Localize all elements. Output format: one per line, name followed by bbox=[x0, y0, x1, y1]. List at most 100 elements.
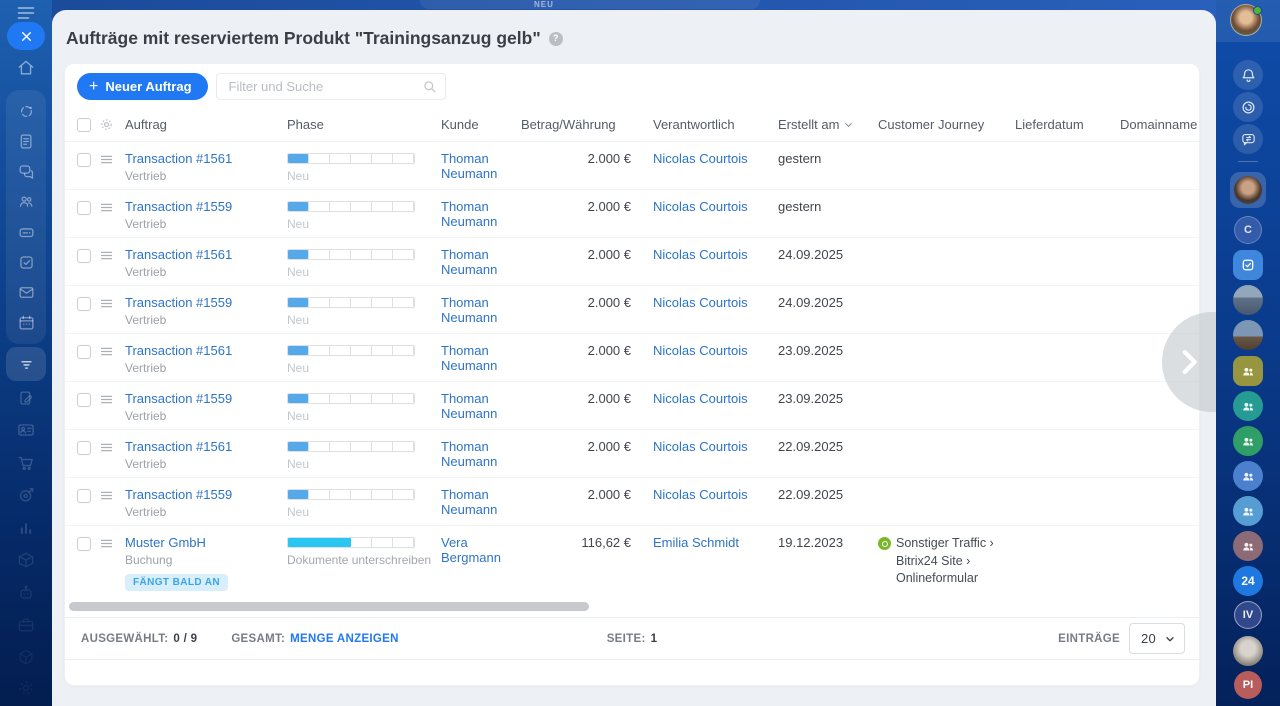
customer-link[interactable]: Thoman Neumann bbox=[441, 391, 498, 421]
chat-c-badge[interactable]: C bbox=[1234, 216, 1262, 244]
inventory-box-icon[interactable] bbox=[16, 550, 36, 570]
row-menu-icon[interactable] bbox=[99, 142, 125, 189]
profile-avatar[interactable] bbox=[1230, 4, 1262, 36]
customer-link[interactable]: Thoman Neumann bbox=[441, 247, 498, 277]
news-feed-icon[interactable] bbox=[17, 132, 36, 151]
row-checkbox[interactable] bbox=[77, 441, 91, 455]
analytics-chart-icon[interactable] bbox=[16, 518, 36, 538]
responsible-link[interactable]: Nicolas Courtois bbox=[653, 151, 748, 166]
settings-gear-icon[interactable] bbox=[16, 678, 36, 698]
customer-link[interactable]: Thoman Neumann bbox=[441, 487, 498, 517]
row-menu-icon[interactable] bbox=[99, 334, 125, 381]
responsible-link[interactable]: Nicolas Courtois bbox=[653, 439, 748, 454]
row-checkbox[interactable] bbox=[77, 393, 91, 407]
order-link[interactable]: Transaction #1561 bbox=[125, 343, 233, 358]
order-link[interactable]: Transaction #1559 bbox=[125, 199, 233, 214]
row-menu-icon[interactable] bbox=[99, 526, 125, 597]
shopping-cart-icon[interactable] bbox=[16, 453, 36, 473]
tasks-chat-icon[interactable] bbox=[1233, 250, 1263, 280]
phase-bar[interactable] bbox=[287, 201, 415, 212]
phase-bar[interactable] bbox=[287, 489, 415, 500]
tasks-icon[interactable] bbox=[17, 253, 36, 272]
order-link[interactable]: Transaction #1561 bbox=[125, 247, 233, 262]
customer-link[interactable]: Thoman Neumann bbox=[441, 151, 498, 181]
row-checkbox[interactable] bbox=[77, 297, 91, 311]
group-chat-mauve-icon[interactable] bbox=[1233, 531, 1263, 561]
col-kunde[interactable]: Kunde bbox=[441, 117, 479, 132]
responsible-link[interactable]: Nicolas Courtois bbox=[653, 343, 748, 358]
customer-link[interactable]: Thoman Neumann bbox=[441, 439, 498, 469]
contact-center-icon[interactable] bbox=[16, 420, 36, 440]
phase-bar[interactable] bbox=[287, 153, 415, 164]
responsible-link[interactable]: Nicolas Courtois bbox=[653, 247, 748, 262]
responsible-link[interactable]: Nicolas Courtois bbox=[653, 199, 748, 214]
close-button[interactable] bbox=[7, 22, 45, 50]
order-link[interactable]: Transaction #1559 bbox=[125, 295, 233, 310]
responsible-link[interactable]: Emilia Schmidt bbox=[653, 535, 739, 550]
group-chat-green-icon[interactable] bbox=[1233, 426, 1263, 456]
active-chat-avatar[interactable] bbox=[1230, 172, 1266, 208]
scrollbar-thumb[interactable] bbox=[69, 602, 589, 611]
automation-icon[interactable] bbox=[17, 102, 36, 121]
phase-bar[interactable] bbox=[287, 297, 415, 308]
customer-link[interactable]: Thoman Neumann bbox=[441, 199, 498, 229]
customer-link[interactable]: Thoman Neumann bbox=[441, 295, 498, 325]
menu-icon[interactable] bbox=[12, 4, 40, 22]
phase-bar[interactable] bbox=[287, 345, 415, 356]
home-icon[interactable] bbox=[16, 58, 36, 78]
copilot-icon[interactable] bbox=[1233, 92, 1263, 122]
briefcase-icon[interactable] bbox=[16, 615, 36, 635]
order-link[interactable]: Transaction #1561 bbox=[125, 439, 233, 454]
col-phase[interactable]: Phase bbox=[287, 117, 324, 132]
group-chat-teal-icon[interactable] bbox=[1233, 391, 1263, 421]
show-total-link[interactable]: MENGE ANZEIGEN bbox=[290, 632, 399, 645]
marketing-target-icon[interactable] bbox=[16, 485, 36, 505]
order-link[interactable]: Muster GmbH bbox=[125, 535, 206, 550]
customer-link[interactable]: Thoman Neumann bbox=[441, 343, 498, 373]
sidebar-item-crm-active[interactable] bbox=[6, 347, 46, 381]
cat-avatar[interactable] bbox=[1233, 636, 1263, 666]
col-verantwortlich[interactable]: Verantwortlich bbox=[653, 117, 735, 132]
order-link[interactable]: Transaction #1561 bbox=[125, 151, 233, 166]
responsible-link[interactable]: Nicolas Courtois bbox=[653, 295, 748, 310]
row-checkbox[interactable] bbox=[77, 201, 91, 215]
select-all-checkbox[interactable] bbox=[77, 117, 91, 132]
responsible-link[interactable]: Nicolas Courtois bbox=[653, 391, 748, 406]
phase-bar[interactable] bbox=[287, 537, 415, 548]
mail-icon[interactable] bbox=[17, 283, 36, 302]
calendar-icon[interactable] bbox=[17, 313, 36, 332]
row-menu-icon[interactable] bbox=[99, 286, 125, 333]
row-checkbox[interactable] bbox=[77, 345, 91, 359]
e-signature-icon[interactable] bbox=[16, 388, 36, 408]
drive-icon[interactable] bbox=[17, 223, 36, 242]
chat-icon[interactable] bbox=[17, 162, 36, 181]
row-menu-icon[interactable] bbox=[99, 382, 125, 429]
employees-icon[interactable] bbox=[17, 192, 36, 211]
group-chat-lightblue-icon[interactable] bbox=[1233, 496, 1263, 526]
col-domainname[interactable]: Domainname bbox=[1120, 117, 1198, 132]
row-checkbox[interactable] bbox=[77, 489, 91, 503]
row-menu-icon[interactable] bbox=[99, 430, 125, 477]
pi-chat-badge[interactable]: PI bbox=[1234, 671, 1262, 699]
phase-bar[interactable] bbox=[287, 393, 415, 404]
iv-chat-badge[interactable]: IV bbox=[1234, 601, 1262, 629]
col-journey[interactable]: Customer Journey bbox=[878, 117, 985, 132]
sites-cube-icon[interactable] bbox=[16, 648, 36, 668]
photo-chat-avatar-2[interactable] bbox=[1233, 320, 1263, 350]
columns-settings[interactable] bbox=[99, 117, 125, 132]
group-chat-blue-icon[interactable] bbox=[1233, 461, 1263, 491]
customer-link[interactable]: Vera Bergmann bbox=[441, 535, 501, 565]
entries-per-page-select[interactable]: 20 bbox=[1129, 623, 1185, 654]
col-betrag[interactable]: Betrag/Währung bbox=[521, 117, 616, 132]
col-erstellt[interactable]: Erstellt am bbox=[778, 117, 878, 132]
search-input[interactable] bbox=[215, 73, 446, 100]
col-lieferdatum[interactable]: Lieferdatum bbox=[1015, 117, 1084, 132]
phase-bar[interactable] bbox=[287, 441, 415, 452]
row-menu-icon[interactable] bbox=[99, 238, 125, 285]
row-menu-icon[interactable] bbox=[99, 478, 125, 525]
order-link[interactable]: Transaction #1559 bbox=[125, 391, 233, 406]
help-icon[interactable]: ? bbox=[548, 31, 563, 46]
row-checkbox[interactable] bbox=[77, 153, 91, 167]
photo-chat-avatar-1[interactable] bbox=[1233, 285, 1263, 315]
order-link[interactable]: Transaction #1559 bbox=[125, 487, 233, 502]
